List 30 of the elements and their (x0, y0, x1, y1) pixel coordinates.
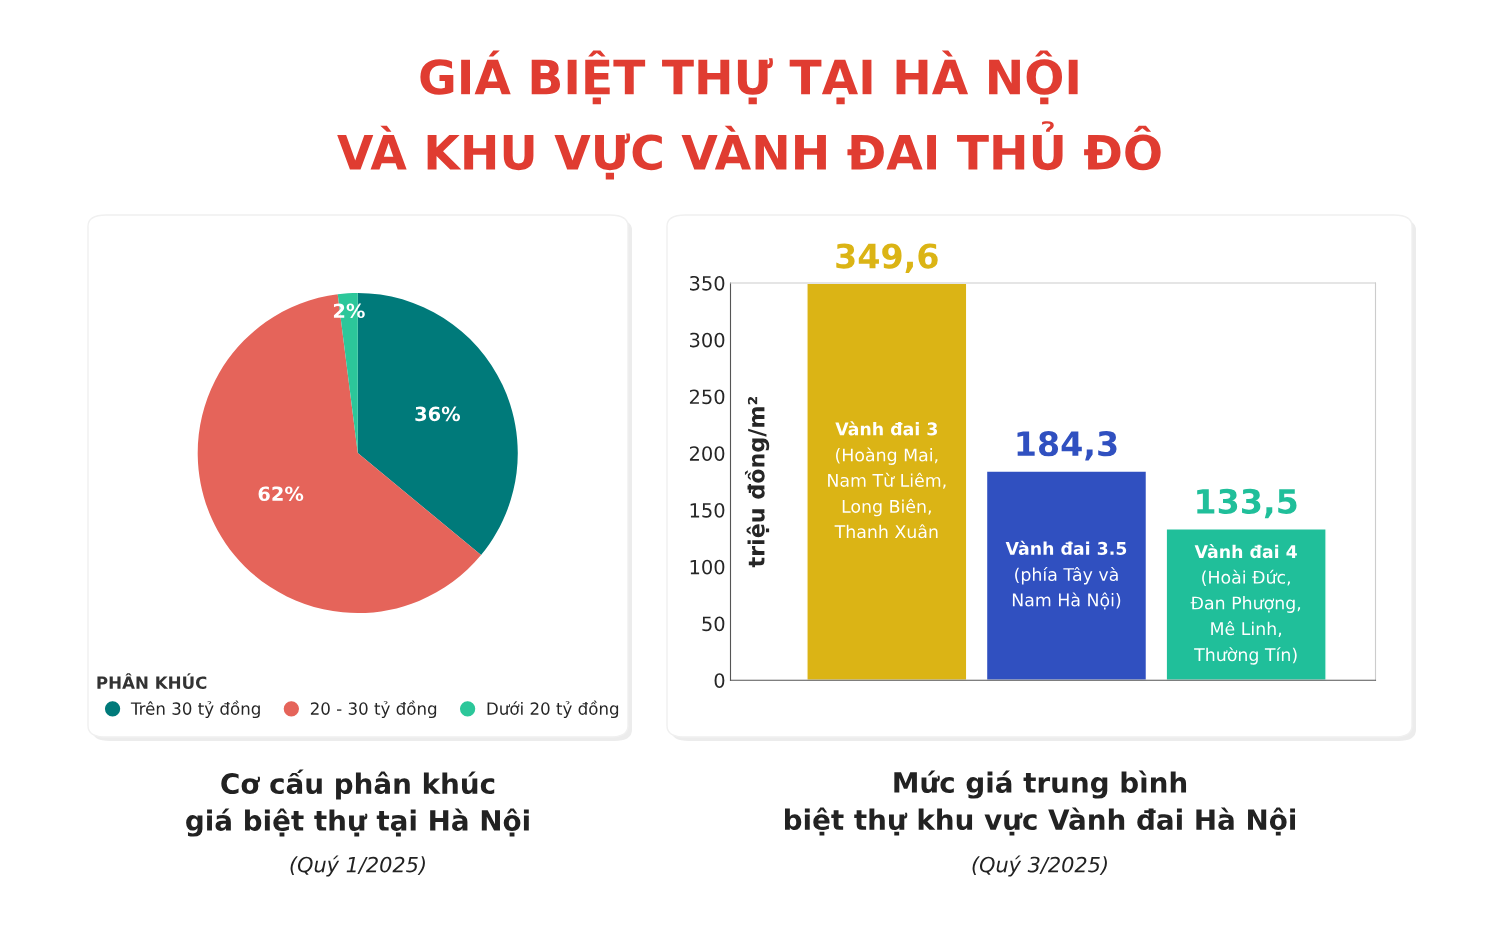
text: Mức giá trung bình biệt thự khu vực Vành đai Hà Nội (785, 770, 1296, 836)
text: GIÁ BIỆT THỰ TẠI HÀ NỘI VÀ KHU VỰC VÀNH ĐAI THỦ ĐÔ (337, 50, 1161, 180)
bar (985, 470, 1148, 681)
y-tick-label: 50 (702, 616, 725, 632)
legend-title: PHÂN KHÚC (97, 673, 207, 689)
x-tick-label: Vành đai 4 (Hoài Đức, Đan Phượng, Mê Linh, Thường Tín) (1190, 544, 1301, 665)
data-label: 349,6 (836, 243, 938, 273)
y-tick-label: 200 (689, 446, 725, 461)
y-tick-label: 100 (690, 559, 725, 575)
y-tick-label: 300 (690, 332, 725, 348)
x-tick-label: Vành đai 3.5 (phía Tây và Nam Hà Nội) (1005, 540, 1127, 610)
bar (1165, 528, 1327, 681)
legend-label: 20 - 30 tỷ đồng (310, 700, 437, 719)
data-label: 184,3 (1017, 431, 1117, 461)
data-label: 133,5 (1197, 488, 1297, 519)
y-tick-label: 0 (714, 673, 725, 688)
pie-slice (197, 294, 482, 614)
text: Cơ cấu phân khúc giá biệt thự tại Hà Nội (186, 769, 529, 837)
bar (806, 282, 968, 681)
y-tick-label: 250 (689, 389, 725, 405)
data-label: 62% (258, 486, 304, 502)
legend-label: Trên 30 tỷ đồng (130, 700, 260, 719)
legend-label: Dưới 20 tỷ đồng (487, 700, 619, 719)
x-tick-label: Vành đai 3 (Hoàng Mai, Nam Từ Liêm, Long Biên, Thanh Xuân (828, 421, 946, 539)
data-label: 36% (415, 406, 461, 422)
y-tick-label: 350 (690, 275, 725, 291)
text: (Quý 1/2025) (290, 855, 425, 877)
y-tick-label: 150 (690, 502, 725, 518)
y-axis-title: triệu đồng/m² (744, 397, 770, 568)
text: (Quý 3/2025) (972, 855, 1107, 877)
